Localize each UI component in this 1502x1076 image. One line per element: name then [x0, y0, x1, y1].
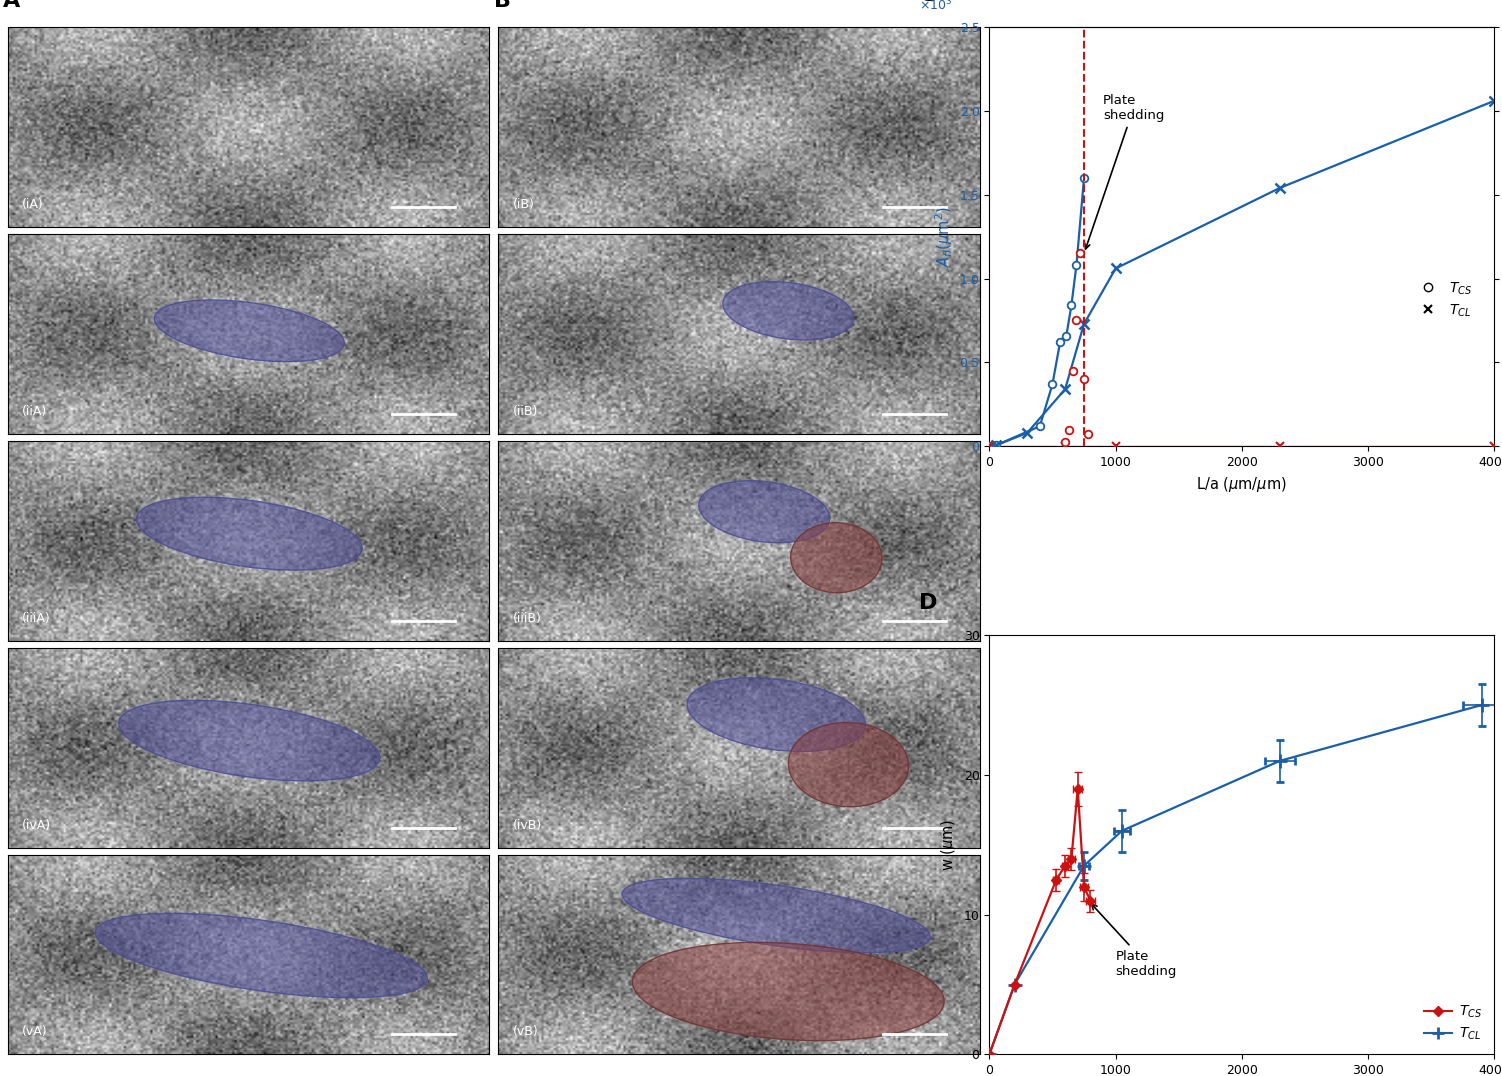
Ellipse shape [789, 723, 909, 807]
Ellipse shape [686, 678, 865, 751]
Ellipse shape [95, 914, 427, 997]
Ellipse shape [119, 700, 380, 781]
Text: (iiiB): (iiiB) [512, 611, 542, 625]
Ellipse shape [622, 878, 930, 952]
Text: (iiB): (iiB) [512, 405, 538, 417]
Text: (iA): (iA) [23, 198, 44, 211]
X-axis label: L/a ($\mu$m/$\mu$m): L/a ($\mu$m/$\mu$m) [1197, 475, 1287, 494]
Ellipse shape [137, 497, 362, 570]
Text: (ivA): (ivA) [23, 819, 51, 832]
Y-axis label: $A_{fl}(\mu\mathrm{m}^2)$: $A_{fl}(\mu\mathrm{m}^2)$ [934, 207, 955, 267]
Text: (iB): (iB) [512, 198, 535, 211]
Text: D: D [919, 593, 937, 613]
Ellipse shape [722, 282, 853, 340]
Legend: $T_{CS}$, $T_{CL}$: $T_{CS}$, $T_{CL}$ [1418, 999, 1487, 1048]
Ellipse shape [698, 481, 829, 542]
Text: A: A [3, 0, 20, 11]
Y-axis label: w ($\mu$m): w ($\mu$m) [939, 819, 958, 870]
Legend: $T_{CS}$, $T_{CL}$: $T_{CS}$, $T_{CL}$ [1409, 274, 1478, 324]
Ellipse shape [632, 943, 945, 1040]
Ellipse shape [790, 523, 882, 593]
Text: Plate
shedding: Plate shedding [1092, 904, 1178, 978]
Text: (iiA): (iiA) [23, 405, 47, 417]
Text: (ivB): (ivB) [512, 819, 542, 832]
Text: $\times10^3$: $\times10^3$ [919, 0, 952, 13]
Text: (vA): (vA) [23, 1025, 48, 1038]
Text: Plate
shedding: Plate shedding [1084, 94, 1164, 249]
Text: (iiiA): (iiiA) [23, 611, 51, 625]
Ellipse shape [155, 300, 344, 362]
Text: B: B [494, 0, 511, 11]
Text: (vB): (vB) [512, 1025, 539, 1038]
Text: C: C [919, 0, 934, 5]
